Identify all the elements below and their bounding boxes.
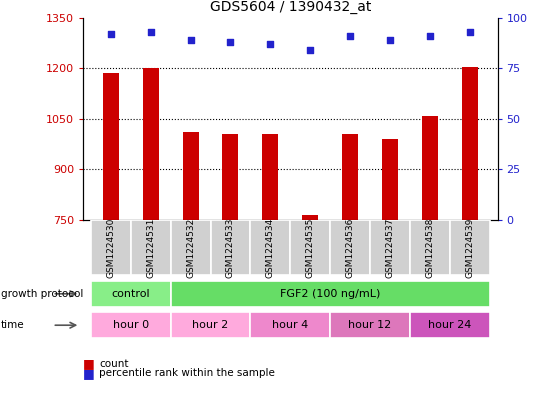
- Text: GSM1224533: GSM1224533: [226, 217, 235, 278]
- Point: [346, 33, 354, 39]
- Text: GSM1224536: GSM1224536: [346, 217, 355, 278]
- Bar: [91, 220, 131, 275]
- Bar: [302, 215, 318, 220]
- Bar: [382, 139, 398, 220]
- Text: control: control: [111, 289, 150, 299]
- Bar: [131, 220, 171, 275]
- Text: GSM1224532: GSM1224532: [186, 217, 195, 278]
- Text: GSM1224534: GSM1224534: [266, 217, 275, 278]
- Bar: [262, 134, 278, 220]
- Bar: [342, 134, 358, 220]
- Text: GSM1224539: GSM1224539: [465, 217, 474, 278]
- Point: [226, 39, 235, 45]
- Text: growth protocol: growth protocol: [1, 289, 83, 299]
- Bar: [103, 73, 119, 220]
- Title: GDS5604 / 1390432_at: GDS5604 / 1390432_at: [210, 0, 371, 14]
- Text: time: time: [1, 320, 24, 330]
- Bar: [370, 220, 410, 275]
- Point: [425, 33, 434, 39]
- Bar: [450, 220, 490, 275]
- Bar: [250, 220, 291, 275]
- Text: GSM1224530: GSM1224530: [106, 217, 116, 278]
- Text: FGF2 (100 ng/mL): FGF2 (100 ng/mL): [280, 289, 380, 299]
- Text: hour 0: hour 0: [113, 320, 149, 330]
- Point: [465, 29, 474, 35]
- Point: [306, 47, 315, 53]
- Text: count: count: [99, 358, 128, 369]
- Text: ■: ■: [83, 357, 95, 370]
- Bar: [330, 220, 370, 275]
- Text: hour 2: hour 2: [193, 320, 228, 330]
- Bar: [171, 281, 490, 307]
- Point: [147, 29, 155, 35]
- Bar: [422, 116, 438, 220]
- Text: GSM1224531: GSM1224531: [146, 217, 155, 278]
- Bar: [250, 312, 330, 338]
- Bar: [91, 312, 171, 338]
- Text: hour 24: hour 24: [428, 320, 471, 330]
- Text: hour 4: hour 4: [272, 320, 308, 330]
- Bar: [223, 134, 239, 220]
- Bar: [410, 312, 490, 338]
- Bar: [143, 68, 159, 220]
- Point: [106, 31, 115, 37]
- Bar: [291, 220, 330, 275]
- Point: [186, 37, 195, 43]
- Text: GSM1224538: GSM1224538: [425, 217, 434, 278]
- Point: [386, 37, 394, 43]
- Bar: [171, 312, 250, 338]
- Text: ■: ■: [83, 367, 95, 380]
- Bar: [462, 66, 478, 220]
- Text: percentile rank within the sample: percentile rank within the sample: [99, 368, 275, 378]
- Text: GSM1224535: GSM1224535: [305, 217, 315, 278]
- Point: [266, 41, 274, 47]
- Bar: [210, 220, 250, 275]
- Bar: [171, 220, 210, 275]
- Text: hour 12: hour 12: [348, 320, 392, 330]
- Bar: [182, 132, 198, 220]
- Bar: [330, 312, 410, 338]
- Text: GSM1224537: GSM1224537: [385, 217, 394, 278]
- Bar: [91, 281, 171, 307]
- Bar: [410, 220, 450, 275]
